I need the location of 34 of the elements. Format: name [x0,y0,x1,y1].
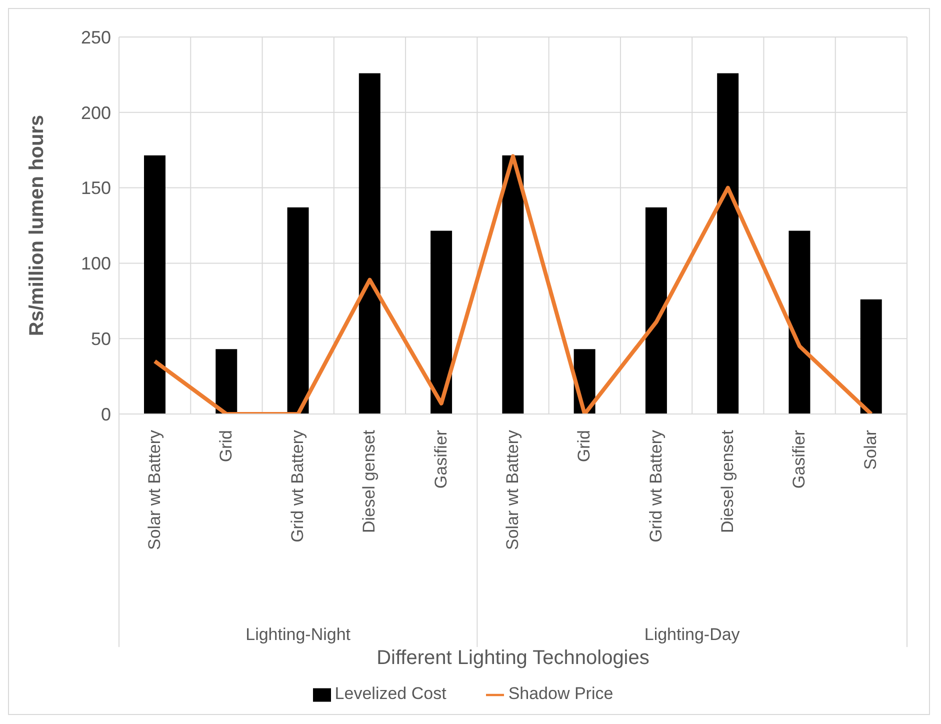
y-tick-label: 150 [80,178,111,198]
bar [287,207,309,414]
legend-label: Shadow Price [508,684,614,703]
x-tick-label: Solar wt Battery [503,430,522,550]
y-axis-title: Rs/million lumen hours [26,114,48,336]
x-tick-label: Solar wt Battery [144,430,164,550]
bar [430,230,452,414]
bar [645,207,667,414]
x-tick-label: Grid wt Battery [288,430,308,542]
text: Lighting-Night [246,625,351,644]
y-tick-label: 200 [80,102,111,123]
bar [717,73,739,414]
bar [358,73,380,414]
bar [860,299,882,414]
x-tick-label: Grid [216,430,236,462]
x-tick-label: Gasifier [431,430,450,489]
legend-label: Levelized Cost [334,684,446,703]
y-tick-label: 100 [80,254,111,274]
y-tick-label: 250 [80,27,111,48]
x-tick-label: Solar [861,430,880,470]
line-series [152,154,874,414]
x-tick-label: Gasifier [790,430,809,489]
y-tick-label: 0 [100,404,111,424]
text: Lighting-Day [644,625,740,644]
x-tick-label: Diesel genset [718,430,737,534]
x-axis-title: Different Lighting Technologies [376,647,650,669]
bar [144,155,166,414]
x-tick-label: Grid [574,430,594,462]
bar [216,349,238,414]
y-tick-label: 50 [90,328,111,349]
bar [788,230,810,414]
bar [502,155,524,414]
x-tick-label: Grid wt Battery [646,430,666,542]
x-tick-label: Diesel genset [360,430,379,534]
